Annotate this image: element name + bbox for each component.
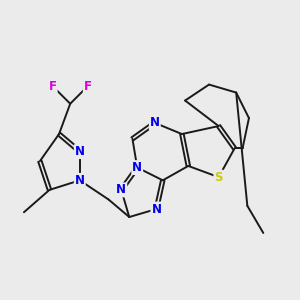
Text: S: S: [214, 171, 223, 184]
Text: N: N: [132, 161, 142, 174]
Text: N: N: [75, 145, 85, 158]
Text: N: N: [116, 183, 126, 196]
Text: N: N: [152, 202, 161, 215]
Text: N: N: [75, 174, 85, 187]
Text: N: N: [150, 116, 160, 129]
Text: F: F: [84, 80, 92, 93]
Text: F: F: [49, 80, 57, 93]
